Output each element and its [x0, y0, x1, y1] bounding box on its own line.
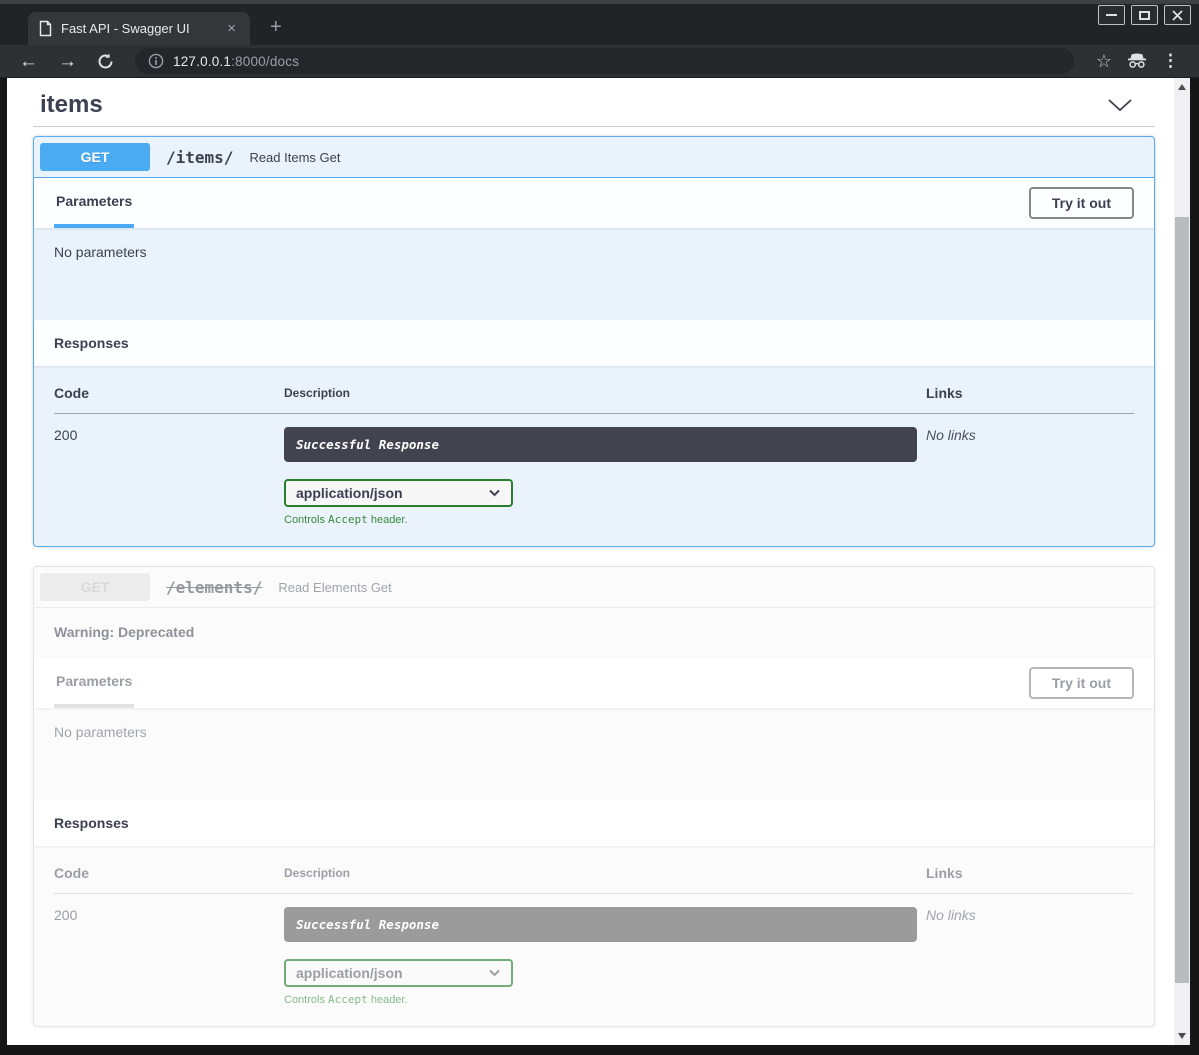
back-button[interactable]: ←: [19, 50, 38, 72]
operation-path: /items/: [166, 147, 234, 167]
responses-table-wrapper: Code Description Links 200 Successful Re…: [34, 366, 1154, 546]
parameters-header: Parameters Try it out: [34, 178, 1154, 228]
address-bar[interactable]: 127.0.0.1:8000/docs: [135, 48, 1074, 74]
tab-strip: Fast API - Swagger UI × +: [0, 4, 1199, 45]
responses-table-wrapper: Code Description Links 200 Successful Re…: [34, 846, 1154, 1026]
media-type-value: application/json: [296, 965, 403, 981]
window-frame-top: [0, 0, 1199, 4]
column-header-code: Code: [54, 385, 284, 414]
response-description-box: Successful Response: [284, 427, 917, 462]
tag-section-header[interactable]: items: [33, 78, 1155, 127]
scroll-down-icon[interactable]: [1178, 1033, 1186, 1039]
media-type-value: application/json: [296, 485, 403, 501]
responses-header: Responses: [34, 800, 1154, 846]
select-chevron-icon: [489, 969, 500, 977]
page-viewport: items GET /items/ Read Items Get Paramet…: [7, 78, 1190, 1045]
forward-button[interactable]: →: [58, 50, 77, 72]
method-badge: GET: [40, 573, 150, 601]
operation-summary[interactable]: GET /elements/ Read Elements Get: [34, 567, 1154, 608]
tab-parameters[interactable]: Parameters: [54, 658, 135, 708]
operation-description: Read Elements Get: [278, 579, 392, 595]
tab-parameters[interactable]: Parameters: [54, 178, 135, 228]
parameters-body: No parameters: [34, 708, 1154, 800]
no-links-text: No links: [926, 907, 976, 923]
opblock-get-elements-deprecated: GET /elements/ Read Elements Get Warning…: [33, 566, 1155, 1027]
incognito-icon: [1128, 53, 1146, 68]
response-code: 200: [54, 427, 78, 443]
page-favicon-icon: [39, 20, 52, 37]
try-it-out-button[interactable]: Try it out: [1028, 187, 1134, 219]
window-minimize-button[interactable]: [1098, 5, 1125, 25]
window-close-button[interactable]: [1164, 5, 1191, 25]
operation-description: Read Items Get: [249, 149, 341, 165]
try-it-out-button[interactable]: Try it out: [1028, 667, 1134, 699]
no-links-text: No links: [926, 427, 976, 443]
tab-title: Fast API - Swagger UI: [61, 21, 190, 36]
chevron-down-icon[interactable]: [1107, 98, 1133, 112]
menu-icon[interactable]: ⋮: [1162, 51, 1179, 70]
operation-path: /elements/: [166, 577, 263, 597]
column-header-links: Links: [926, 865, 1134, 894]
operation-summary[interactable]: GET /items/ Read Items Get: [34, 137, 1154, 178]
window-maximize-button[interactable]: [1131, 5, 1158, 25]
opblock-get-items: GET /items/ Read Items Get Parameters Tr…: [33, 136, 1155, 547]
column-header-description: Description: [284, 865, 926, 894]
no-parameters-text: No parameters: [54, 724, 147, 740]
site-info-icon[interactable]: [148, 53, 164, 69]
method-badge: GET: [40, 143, 150, 171]
response-row: 200 Successful Response application/json: [54, 894, 1134, 1006]
response-code: 200: [54, 907, 78, 923]
new-tab-button[interactable]: +: [270, 16, 282, 38]
parameters-header: Parameters Try it out: [34, 658, 1154, 708]
parameters-label: Parameters: [56, 673, 133, 689]
scrollbar[interactable]: [1174, 78, 1190, 1045]
no-parameters-text: No parameters: [54, 244, 147, 260]
url-text: 127.0.0.1:8000/docs: [173, 53, 300, 69]
maximize-icon: [1139, 10, 1150, 20]
close-icon: [1172, 9, 1183, 21]
responses-title: Responses: [54, 815, 129, 831]
bookmark-star-icon[interactable]: ☆: [1095, 50, 1112, 71]
column-header-code: Code: [54, 865, 284, 894]
browser-tab[interactable]: Fast API - Swagger UI ×: [28, 12, 250, 45]
responses-title: Responses: [54, 335, 129, 351]
browser-toolbar: ← → 127.0.0.1:8000/docs ☆ ⋮: [0, 45, 1199, 78]
select-chevron-icon: [489, 489, 500, 497]
deprecated-warning: Warning: Deprecated: [54, 624, 195, 640]
tab-close-icon[interactable]: ×: [227, 20, 236, 37]
column-header-description: Description: [284, 385, 926, 414]
window-controls: [1098, 5, 1191, 25]
scroll-up-icon[interactable]: [1178, 84, 1186, 90]
responses-header: Responses: [34, 320, 1154, 366]
response-description-box: Successful Response: [284, 907, 917, 942]
column-header-links: Links: [926, 385, 1134, 414]
swagger-page: items GET /items/ Read Items Get Paramet…: [7, 78, 1174, 1045]
reload-button[interactable]: [97, 53, 114, 70]
scrollbar-thumb[interactable]: [1175, 217, 1189, 983]
minimize-icon: [1106, 14, 1117, 16]
section-title: items: [40, 91, 103, 118]
media-type-select[interactable]: application/json: [284, 959, 513, 987]
parameters-body: No parameters: [34, 228, 1154, 320]
parameters-label: Parameters: [56, 193, 133, 209]
accept-header-note: Controls Accept header.: [284, 513, 408, 526]
media-type-select[interactable]: application/json: [284, 479, 513, 507]
accept-header-note: Controls Accept header.: [284, 993, 408, 1006]
response-row: 200 Successful Response application/json: [54, 414, 1134, 526]
